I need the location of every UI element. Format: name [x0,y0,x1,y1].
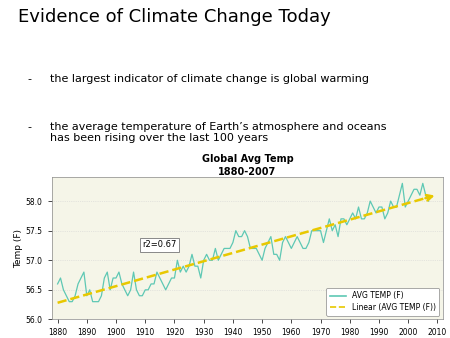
Text: Evidence of Climate Change Today: Evidence of Climate Change Today [18,8,331,26]
Title: Global Avg Temp
1880-2007: Global Avg Temp 1880-2007 [202,154,293,177]
Text: r2=0.67: r2=0.67 [142,240,177,249]
Y-axis label: Temp (F): Temp (F) [14,229,23,268]
Text: the largest indicator of climate change is global warming: the largest indicator of climate change … [50,74,369,84]
Text: the average temperature of Earth’s atmosphere and oceans
has been rising over th: the average temperature of Earth’s atmos… [50,122,386,143]
Legend: AVG TEMP (F), Linear (AVG TEMP (F)): AVG TEMP (F), Linear (AVG TEMP (F)) [326,288,440,316]
Text: -: - [27,122,31,132]
Text: -: - [27,74,31,84]
